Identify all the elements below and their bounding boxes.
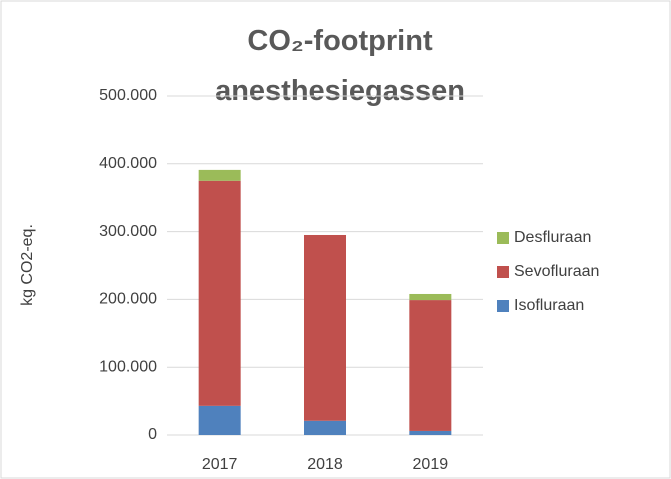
bar-segment	[409, 430, 452, 435]
legend-label: Sevofluraan	[514, 263, 599, 280]
chart-title: CO₂-footprint anesthesiegassen	[215, 25, 465, 107]
bar-segment	[198, 169, 241, 181]
y-tick-label: 500.000	[99, 87, 157, 104]
legend-swatch	[497, 300, 509, 312]
x-tick-label: 2018	[307, 456, 343, 473]
bar-segment	[304, 420, 346, 435]
bar-segment	[409, 293, 452, 301]
legend-swatch	[497, 232, 509, 244]
y-tick-label: 400.000	[99, 155, 157, 172]
legend-label: Isofluraan	[514, 297, 584, 314]
y-tick-label: 200.000	[99, 291, 157, 308]
bar-segment	[198, 405, 241, 435]
bar-segment	[409, 300, 452, 431]
y-tick-label: 0	[148, 426, 157, 443]
y-tick-label: 100.000	[99, 358, 157, 375]
x-tick-label: 2019	[413, 456, 449, 473]
legend-swatch	[497, 266, 509, 278]
y-axis-label: kg CO2-eq.	[19, 224, 36, 306]
bar-segment	[304, 234, 346, 421]
y-tick-label: 300.000	[99, 223, 157, 240]
legend-label: Desfluraan	[514, 229, 591, 246]
x-tick-label: 2017	[202, 456, 238, 473]
bar-segment	[198, 180, 241, 406]
